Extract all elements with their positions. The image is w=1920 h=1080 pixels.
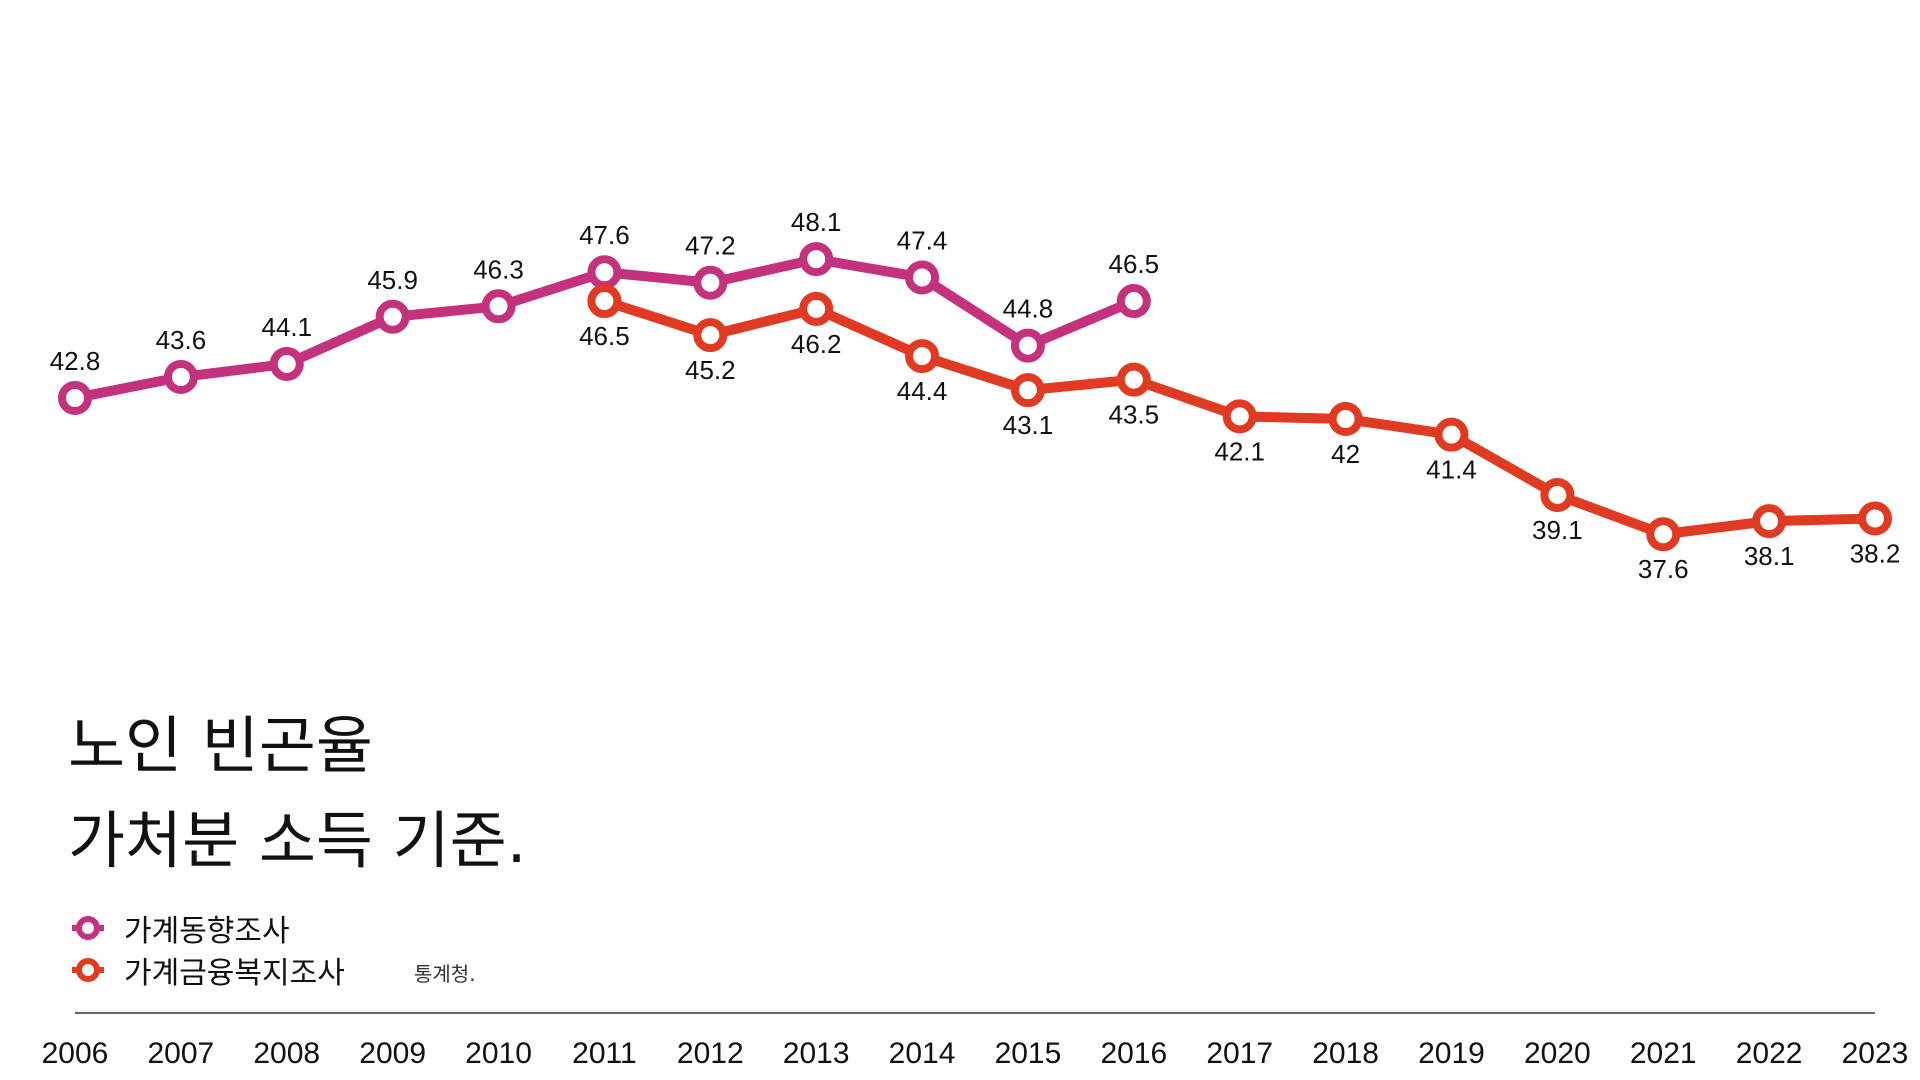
x-tick-label: 2017 [1206, 1037, 1273, 1070]
series-1: 42.8 43.6 44.1 45.9 46.3 47.6 47.2 48.1 47.4 44.8… [50, 207, 1160, 415]
data-label: 45.2 [685, 355, 736, 385]
data-label: 37.6 [1638, 554, 1689, 584]
data-label: 47.2 [685, 231, 736, 261]
source-note: 통계청. [414, 962, 476, 986]
data-label: 46.3 [473, 254, 524, 284]
data-label: 42.1 [1214, 436, 1265, 466]
data-point [269, 346, 304, 381]
x-tick-label: 2022 [1736, 1037, 1803, 1070]
data-point [905, 260, 940, 295]
x-tick-label: 2012 [677, 1037, 744, 1070]
data-point [587, 284, 622, 319]
legend-item-household-finance: 가계금융복지조사 [72, 948, 345, 992]
data-point [1858, 501, 1892, 536]
data-label: 44.1 [261, 312, 312, 342]
data-label: 45.9 [367, 265, 418, 295]
data-label: 39.1 [1532, 515, 1583, 545]
x-tick-label: 2009 [359, 1037, 426, 1070]
data-label: 47.6 [579, 220, 630, 250]
data-label: 48.1 [791, 207, 842, 237]
legend-item-household-trend: 가계동향조사 [72, 906, 290, 950]
data-label: 44.4 [897, 376, 948, 406]
series-2: 46.5 45.2 46.2 44.4 43.1 43.5 42.1 42 41.4 39.1 37… [579, 284, 1901, 584]
data-label: 42.8 [50, 346, 101, 376]
data-point [1434, 417, 1469, 452]
legend-marker-icon [72, 916, 104, 940]
data-point [693, 318, 728, 353]
data-point [1010, 373, 1045, 408]
x-tick-label: 2020 [1524, 1037, 1591, 1070]
data-point [1116, 284, 1151, 319]
data-point [799, 242, 834, 277]
legend-marker-icon [72, 958, 104, 982]
data-point [1540, 477, 1575, 512]
data-point [693, 265, 728, 300]
x-tick-label: 2006 [42, 1037, 109, 1070]
data-label: 42 [1331, 439, 1360, 469]
legend-label: 가계동향조사 [124, 914, 290, 949]
chart-subtitle: 가처분 소득 기준. [68, 804, 527, 877]
x-tick-label: 2010 [465, 1037, 532, 1070]
data-point [905, 339, 940, 374]
data-label: 41.4 [1426, 455, 1477, 485]
data-point [58, 381, 92, 415]
data-label: 46.5 [579, 321, 630, 351]
x-tick-label: 2023 [1842, 1037, 1909, 1070]
data-label: 46.5 [1109, 249, 1160, 279]
data-point [375, 299, 410, 334]
x-tick-label: 2016 [1100, 1037, 1167, 1070]
x-tick-label: 2011 [572, 1037, 637, 1070]
x-tick-label: 2013 [783, 1037, 850, 1070]
x-tick-label: 2018 [1312, 1037, 1379, 1070]
chart-title: 노인 빈곤율 [68, 709, 373, 782]
data-label: 38.2 [1850, 539, 1901, 569]
x-tick-label: 2008 [253, 1037, 320, 1070]
series-layer: 42.8 43.6 44.1 45.9 46.3 47.6 47.2 48.1 47.4 44.8… [50, 207, 1901, 584]
data-point [481, 289, 516, 324]
data-point [163, 360, 198, 395]
data-point [1222, 399, 1257, 434]
data-label: 44.8 [1003, 294, 1054, 324]
data-point [587, 255, 622, 290]
data-point [1010, 328, 1045, 363]
data-point [1646, 517, 1681, 552]
data-point [799, 291, 834, 326]
data-point [1752, 504, 1787, 539]
data-point [1116, 362, 1151, 397]
data-label: 43.6 [156, 325, 207, 355]
data-label: 43.1 [1003, 410, 1054, 440]
x-tick-label: 2019 [1418, 1037, 1485, 1070]
x-tick-label: 2007 [148, 1037, 215, 1070]
data-point [1328, 401, 1363, 436]
data-label: 46.2 [791, 329, 842, 359]
data-label: 47.4 [897, 225, 948, 255]
x-tick-label: 2014 [889, 1037, 956, 1070]
data-label: 38.1 [1744, 541, 1795, 571]
x-tick-labels: 2006 2007 2008 2009 2010 2011 2012 2013 2014 2015… [42, 1037, 1909, 1070]
legend-label: 가계금융복지조사 [124, 956, 345, 991]
x-tick-label: 2021 [1630, 1037, 1697, 1070]
data-label: 43.5 [1109, 400, 1160, 430]
x-tick-label: 2015 [995, 1037, 1062, 1070]
